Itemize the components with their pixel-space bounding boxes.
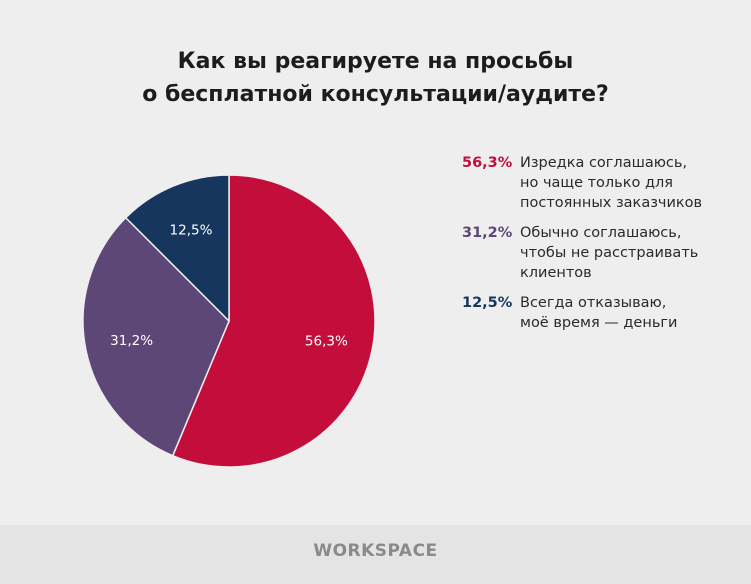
legend: 56,3% Изредка соглашаюсь, но чаще только… (462, 153, 742, 343)
legend-percent: 12,5% (462, 295, 513, 311)
slice-label: 31,2% (110, 333, 153, 349)
pie-slice (171, 174, 376, 468)
legend-percent: 31,2% (462, 225, 513, 241)
footer: WORKSPACE (0, 525, 751, 584)
legend-label: Обычно соглашаюсь, чтобы не расстраивать… (520, 223, 730, 283)
legend-line: Обычно соглашаюсь, (520, 225, 682, 241)
title-line-2: о бесплатной консультации/аудите? (142, 82, 609, 107)
legend-item: 31,2% Обычно соглашаюсь, чтобы не расстр… (462, 223, 742, 283)
legend-item: 12,5% Всегда отказываю, моё время — день… (462, 293, 742, 333)
pie-slice (82, 216, 230, 457)
legend-line: Изредка соглашаюсь, (520, 155, 688, 171)
legend-label: Изредка соглашаюсь, но чаще только для п… (520, 153, 730, 213)
legend-line: моё время — деньги (520, 315, 678, 331)
slice-label: 12,5% (170, 222, 213, 238)
legend-line: Всегда отказываю, (520, 295, 667, 311)
legend-line: постоянных заказчиков (520, 195, 703, 211)
legend-item: 56,3% Изредка соглашаюсь, но чаще только… (462, 153, 742, 213)
legend-line: чтобы не расстраивать (520, 245, 699, 261)
slice-label: 56,3% (305, 334, 348, 350)
legend-label: Всегда отказываю, моё время — деньги (520, 293, 730, 333)
chart-title: Как вы реагируете на просьбы о бесплатно… (0, 45, 751, 111)
legend-line: но чаще только для (520, 175, 673, 191)
workspace-logo: WORKSPACE (313, 541, 438, 561)
pie-slice (124, 174, 230, 323)
title-line-1: Как вы реагируете на просьбы (177, 49, 574, 74)
legend-percent: 56,3% (462, 155, 513, 171)
legend-line: клиентов (520, 265, 592, 281)
